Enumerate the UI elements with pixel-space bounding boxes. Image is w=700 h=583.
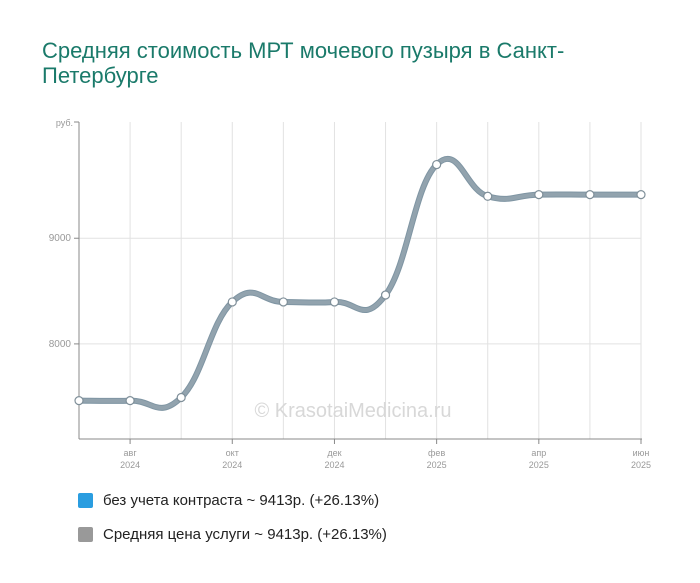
legend-swatch-average-price [78,526,93,542]
x-tick-label-month: июн [633,448,650,458]
legend-item-no-contrast[interactable]: без учета контраста ~ 9413р. (+26.13%) [78,489,387,511]
data-point [74,396,84,406]
legend-label-average-price: Средняя цена услуги ~ 9413р. (+26.13%) [103,525,387,543]
legend: без учета контраста ~ 9413р. (+26.13%) С… [78,489,387,557]
legend-label-no-contrast: без учета контраста ~ 9413р. (+26.13%) [103,491,380,509]
x-tick-label-year: 2025 [631,460,651,470]
y-axis-unit-label: руб. [56,118,73,128]
y-tick-label: 9000 [49,233,72,244]
data-point [534,189,544,200]
data-point [329,297,340,307]
legend-item-average-price[interactable]: Средняя цена услуги ~ 9413р. (+26.13%) [78,523,387,545]
x-tick-label-year: 2025 [529,460,549,470]
data-point [585,189,595,200]
legend-swatch-no-contrast [78,492,93,508]
x-tick-label-month: фев [428,448,445,458]
points-layer [74,159,646,406]
grid-layer [78,122,642,439]
axis-layer: руб. 8000 9000 авг 2024 окт 2024 дек 2024 фев 2025… [49,118,651,470]
x-tick-label-month: апр [531,448,546,458]
x-tick-label-month: авг [124,448,138,458]
data-point [432,159,442,170]
chart-title: Средняя стоимость МРТ мочевого пузыря в … [42,38,565,88]
data-point [483,191,493,201]
x-tick-label-month: дек [327,448,341,458]
data-point [380,290,391,300]
x-tick-label-month: окт [226,448,239,458]
x-tick-label-year: 2025 [427,460,447,470]
watermark: © KrasotaiMedicina.ru [254,400,451,422]
series-layer [76,155,644,411]
y-tick-label: 8000 [49,339,72,350]
data-point [636,189,646,200]
series-line-2 [77,156,643,410]
line-chart: руб. 8000 9000 авг 2024 окт 2024 дек 2024 фев 2025… [49,118,651,470]
x-tick-label-year: 2024 [324,460,344,470]
data-point [278,297,288,307]
x-tick-label-year: 2024 [222,460,242,470]
x-tick-label-year: 2024 [120,460,140,470]
data-point [227,297,237,307]
data-point [125,396,135,406]
data-point [176,392,186,403]
